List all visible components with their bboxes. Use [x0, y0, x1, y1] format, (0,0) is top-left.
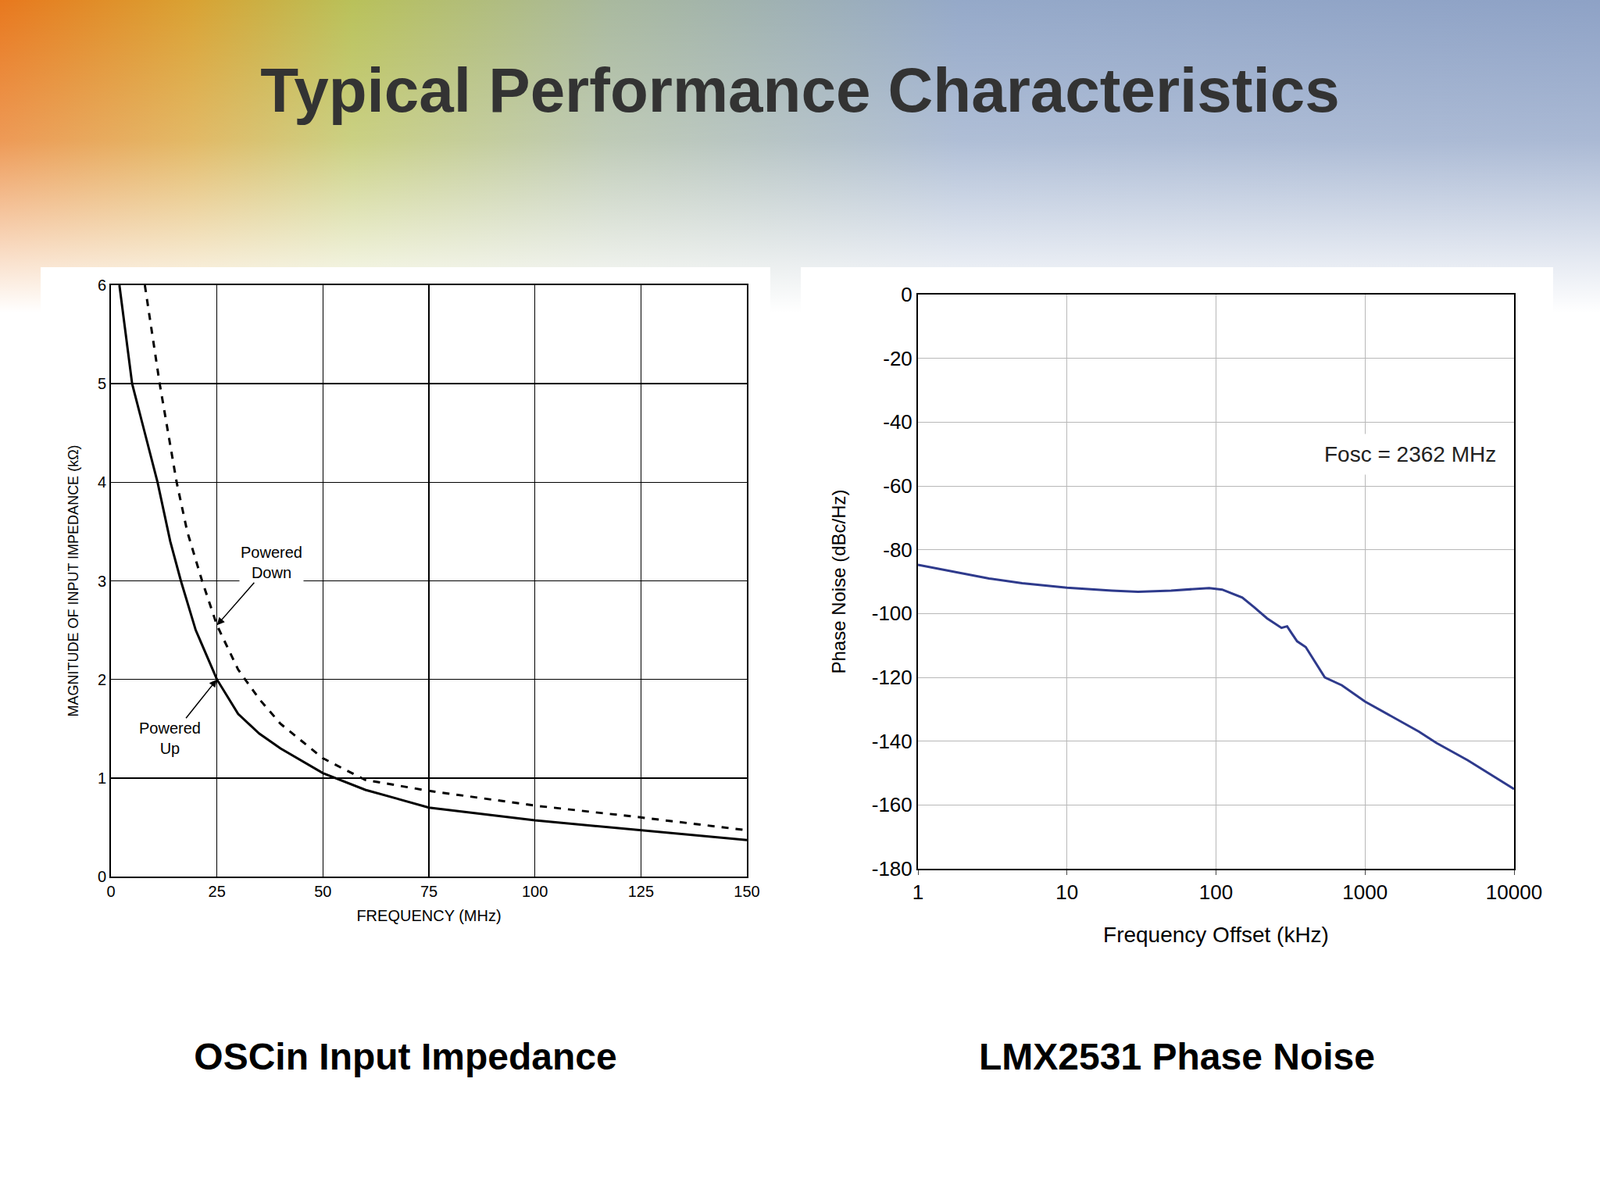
svg-text:1000: 1000: [1342, 880, 1388, 904]
svg-text:-20: -20: [882, 346, 913, 371]
svg-text:3: 3: [97, 572, 107, 590]
svg-text:-180: -180: [871, 857, 913, 881]
svg-text:1: 1: [912, 880, 924, 904]
svg-text:-160: -160: [871, 792, 913, 817]
svg-text:Frequency Offset (kHz): Frequency Offset (kHz): [1103, 922, 1329, 947]
svg-text:25: 25: [208, 882, 226, 900]
svg-text:FREQUENCY (MHz): FREQUENCY (MHz): [356, 907, 501, 925]
svg-text:125: 125: [628, 882, 654, 900]
svg-text:2: 2: [97, 671, 107, 689]
svg-text:5: 5: [97, 375, 107, 393]
svg-text:0: 0: [106, 882, 115, 900]
svg-text:1: 1: [97, 769, 107, 787]
html-text:OSCin Input Impedance: OSCin Input Impedance: [193, 1035, 617, 1078]
svg-text:50: 50: [314, 882, 332, 900]
svg-text:PoweredDown: PoweredDown: [240, 543, 303, 582]
svg-text:0: 0: [900, 282, 912, 307]
svg-text:150: 150: [733, 882, 760, 900]
svg-text:-100: -100: [871, 601, 913, 625]
html-text:Typical Performance Characteri: Typical Performance Characteristics: [260, 55, 1340, 125]
svg-text:10: 10: [1055, 880, 1079, 904]
svg-text:Fosc = 2362 MHz: Fosc = 2362 MHz: [1324, 442, 1497, 467]
svg-text:6: 6: [97, 276, 107, 294]
svg-text:-60: -60: [882, 474, 913, 498]
svg-text:MAGNITUDE OF INPUT IMPEDANCE (: MAGNITUDE OF INPUT IMPEDANCE (kΩ): [65, 444, 82, 717]
svg-text:4: 4: [97, 473, 107, 491]
svg-text:75: 75: [420, 882, 438, 900]
svg-text:10000: 10000: [1485, 880, 1543, 904]
svg-text:100: 100: [521, 882, 548, 900]
html-text:LMX2531 Phase Noise: LMX2531 Phase Noise: [978, 1035, 1375, 1078]
svg-text:Phase Noise (dBc/Hz): Phase Noise (dBc/Hz): [828, 489, 850, 674]
svg-text:-80: -80: [882, 538, 913, 562]
svg-text:0: 0: [97, 867, 107, 886]
svg-text:-120: -120: [871, 665, 913, 690]
svg-text:-40: -40: [882, 410, 913, 434]
svg-text:-140: -140: [871, 729, 913, 754]
svg-text:PoweredUp: PoweredUp: [139, 719, 201, 758]
svg-text:100: 100: [1199, 880, 1233, 904]
